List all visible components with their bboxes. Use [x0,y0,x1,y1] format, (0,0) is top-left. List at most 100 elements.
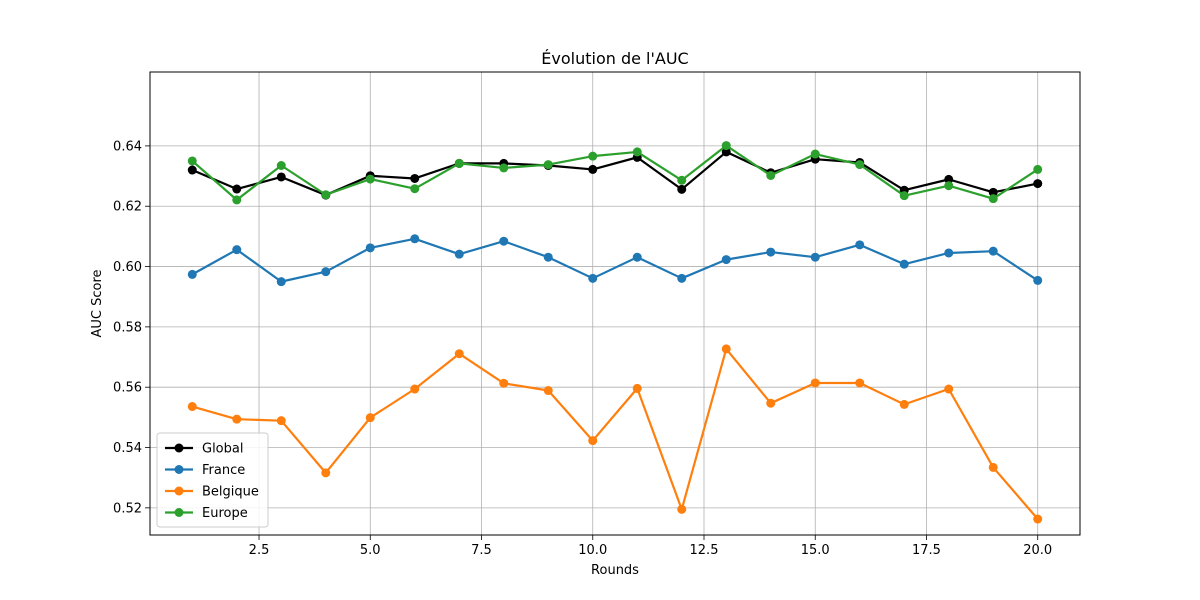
data-point-belgique [454,349,464,359]
data-point-france [899,259,909,269]
data-point-belgique [543,386,553,396]
data-point-global [187,165,197,175]
x-axis-label: Rounds [591,563,639,578]
y-tick-label: 0.54 [113,441,142,456]
data-point-europe [766,170,776,180]
series-layer [187,141,1043,524]
legend-label: Belgique [202,485,259,500]
data-point-france [632,252,642,262]
data-point-europe [543,160,553,170]
data-point-belgique [988,462,998,472]
data-point-france [944,248,954,258]
series-belgique [187,344,1043,524]
legend: Global France Belgique Europe [156,432,269,528]
data-point-europe [232,195,242,205]
legend-item-global: Global [165,442,243,457]
grid [150,72,1080,535]
data-point-global [944,174,954,184]
data-point-europe [454,158,464,168]
x-tick-label: 7.5 [471,543,492,558]
data-point-europe [321,190,331,200]
plot-frame [149,71,1081,536]
y-tick-label: 0.52 [113,501,142,516]
series-line-europe [191,144,1039,201]
chart-title: Évolution de l'AUC [541,49,688,68]
data-point-belgique [1033,514,1043,524]
data-point-belgique [721,344,731,354]
data-point-global [276,172,286,182]
data-point-europe [810,149,820,159]
legend-swatch-marker [174,443,184,453]
data-point-france [1033,275,1043,285]
data-point-belgique [187,402,197,412]
data-point-france [855,240,865,250]
data-point-europe [187,156,197,166]
data-point-global [677,184,687,194]
data-point-france [677,273,687,283]
data-point-belgique [899,399,909,409]
legend-swatch-marker [174,508,184,517]
data-point-europe [855,160,865,170]
data-point-france [543,252,553,262]
x-tick-label: 12.5 [690,543,719,558]
data-point-europe [1033,164,1043,174]
series-europe [187,141,1043,205]
data-point-france [988,246,998,256]
data-point-europe [944,181,954,191]
legend-label: Europe [202,506,248,521]
data-point-global [232,184,242,194]
data-point-france [321,267,331,277]
x-tick-label: 15.0 [801,543,830,558]
data-point-europe [499,163,509,173]
data-point-france [721,255,731,265]
legend-label: Global [202,442,243,457]
data-point-belgique [677,504,687,514]
data-point-global [588,164,598,174]
data-point-belgique [944,384,954,394]
y-tick-label: 0.60 [113,260,142,275]
data-point-europe [899,191,909,201]
x-tick-label: 20.0 [1023,543,1052,558]
data-point-global [721,147,731,157]
y-tick-label: 0.56 [113,381,142,396]
x-axis: 2.5 5.0 7.5 10.0 12.5 15.0 17.5 20.0 [249,535,1052,558]
x-tick-label: 10.0 [578,543,607,558]
data-point-belgique [810,378,820,388]
y-tick-label: 0.64 [113,139,142,154]
data-point-france [276,277,286,287]
data-point-france [232,245,242,255]
data-point-belgique [766,398,776,408]
data-point-belgique [855,378,865,388]
data-point-europe [721,141,731,151]
y-axis-label: AUC Score [90,269,105,337]
data-point-france [810,252,820,262]
data-point-europe [410,184,420,194]
legend-box [156,432,269,528]
data-point-europe [632,147,642,157]
legend-swatch-marker [174,465,184,474]
data-point-europe [365,174,375,184]
data-point-europe [276,161,286,171]
data-point-europe [677,175,687,185]
legend-item-belgique: Belgique [165,485,259,500]
x-tick-label: 17.5 [912,543,941,558]
legend-swatch-marker [174,486,184,496]
series-line-belgique [191,347,1039,520]
legend-label: France [202,463,245,478]
data-point-global [988,187,998,197]
data-point-belgique [276,416,286,426]
data-point-france [365,243,375,253]
data-point-france [499,236,509,246]
data-point-europe [588,151,598,161]
y-tick-label: 0.58 [113,320,142,335]
series-line-france [191,237,1039,283]
series-france [187,234,1043,287]
data-point-belgique [632,383,642,393]
data-point-france [187,269,197,279]
legend-item-europe: Europe [165,506,248,521]
data-point-belgique [588,436,598,446]
data-point-belgique [410,384,420,394]
x-tick-label: 2.5 [249,543,270,558]
data-point-belgique [232,414,242,424]
